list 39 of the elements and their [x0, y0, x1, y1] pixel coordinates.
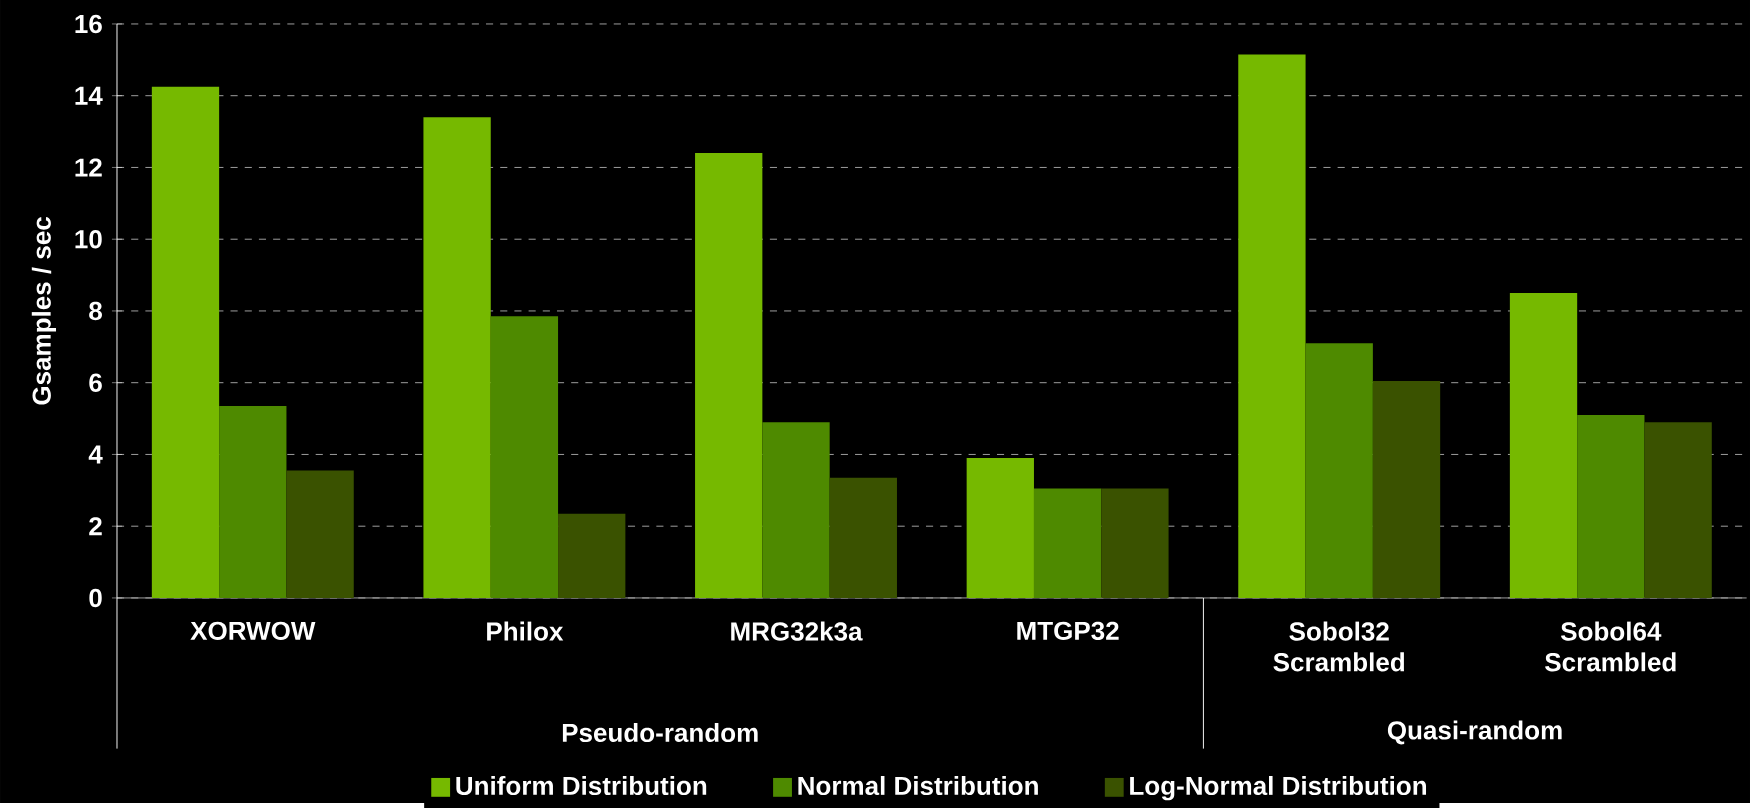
bar: [1238, 54, 1306, 598]
text: Quasi-random: [1387, 720, 1562, 745]
bar: [423, 117, 491, 598]
bar: [490, 316, 559, 598]
text: Pseudo-random: [562, 722, 758, 742]
bar: [286, 470, 354, 598]
y-tick-label: 12: [75, 158, 102, 177]
x-tick-label: MRG32k3a: [731, 621, 863, 641]
y-tick-label: 2: [89, 517, 102, 536]
y-tick-label: 0: [89, 588, 102, 608]
bar: [762, 422, 830, 598]
bar: [966, 457, 1034, 598]
bar: [1101, 488, 1169, 598]
x-tick-label: Sobol64 Scrambled: [1545, 621, 1676, 672]
y-tick-label: 10: [75, 229, 102, 249]
legend-label: Normal Distribution: [798, 775, 1038, 796]
bar: [1305, 343, 1373, 598]
y-tick-label: 4: [88, 445, 103, 464]
bar: [558, 513, 626, 598]
bar: [1509, 292, 1578, 598]
x-tick-label: MTGP32: [1017, 621, 1119, 640]
y-tick-label: 16: [75, 14, 102, 34]
bar: [829, 477, 897, 598]
y-tick-label: 6: [89, 373, 102, 392]
y-tick-label: 14: [75, 86, 103, 105]
x-tick-label: Sobol32 Scrambled: [1273, 621, 1405, 672]
bar: [1577, 414, 1645, 598]
bar: [1033, 488, 1102, 598]
legend-label: Uniform Distribution: [456, 775, 707, 796]
y-axis-title: Gsamples / sec: [31, 216, 57, 405]
x-tick-label: Philox: [487, 621, 564, 641]
bar: [695, 153, 763, 598]
y-tick-label: 8: [89, 301, 102, 321]
bar: [1372, 380, 1441, 598]
bar: [1644, 422, 1712, 598]
x-tick-label: XORWOW: [190, 621, 316, 640]
bar: [151, 86, 220, 598]
bar: [219, 405, 287, 598]
legend-label: Log-Normal Distribution: [1130, 775, 1427, 801]
